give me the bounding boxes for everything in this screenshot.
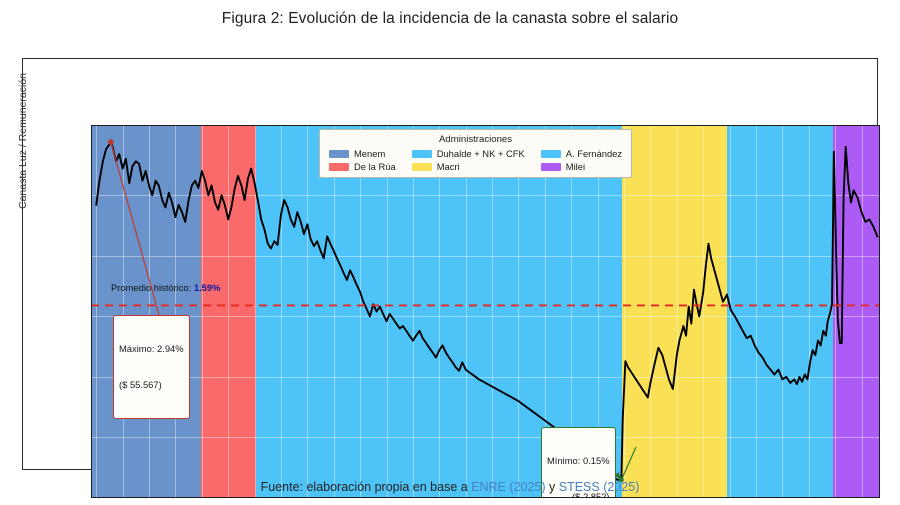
legend-title: Administraciones — [439, 134, 513, 145]
legend-swatch-icon — [540, 149, 561, 158]
gridline-vertical — [280, 125, 282, 498]
legend-swatch-icon — [329, 149, 349, 158]
gridline-vertical — [386, 125, 388, 498]
legend-items: Menem Duhalde + NK + CFK A. Fernández De la… — [329, 148, 622, 172]
gridline-vertical — [861, 125, 863, 498]
gridline-horizontal — [91, 255, 880, 257]
gridline-vertical — [360, 125, 362, 498]
annotation-minimum: Mínimo: 0.15% ($ 2.852) — [541, 427, 616, 498]
average-label-value: 1.59% — [193, 282, 221, 293]
legend-label: Milei — [565, 161, 586, 172]
annotation-minimum-line1: Mínimo: 0.15% — [547, 455, 610, 467]
series-line — [95, 141, 879, 481]
figure-source: Fuente: elaboración propia en base a ENR… — [0, 480, 900, 494]
source-year-stess: (2025) — [603, 480, 640, 494]
legend-item-duhalde-nk-cfk[interactable]: Duhalde + NK + CFK — [411, 148, 525, 159]
y-axis-label: Canasta Luz / Remuneración — [17, 73, 29, 209]
gridline-vertical — [518, 125, 520, 498]
legend-label: A. Fernández — [565, 148, 623, 159]
source-link-stess[interactable]: STESS — [558, 480, 600, 494]
band-a-fern-ndez — [727, 125, 834, 498]
legend-label: Macri — [436, 161, 460, 172]
gridline-vertical — [175, 125, 177, 498]
gridline-vertical — [597, 125, 599, 498]
legend-label: De la Rúa — [354, 161, 396, 172]
gridline-vertical — [729, 125, 731, 498]
legend-item-macri[interactable]: Macri — [411, 161, 525, 172]
gridline-vertical — [149, 125, 151, 498]
source-year-enre: (2025) — [509, 480, 546, 494]
gridline-horizontal — [91, 195, 880, 197]
gridline-vertical — [544, 125, 546, 498]
gridline-vertical — [254, 125, 256, 498]
legend-swatch-icon — [540, 162, 561, 171]
maximum-leader-line — [110, 141, 160, 316]
legend-label: Duhalde + NK + CFK — [436, 148, 525, 159]
band-macri — [621, 125, 728, 498]
gridline-vertical — [676, 125, 678, 498]
legend-swatch-icon — [411, 162, 432, 171]
legend-swatch-icon — [329, 162, 349, 171]
legend-swatch-icon — [411, 149, 432, 158]
gridline-vertical — [439, 125, 441, 498]
legend-item-a-fern-ndez[interactable]: A. Fernández — [540, 148, 623, 159]
band-milei — [833, 125, 880, 498]
series-layer — [91, 139, 880, 483]
maximum-marker — [107, 139, 114, 145]
annotation-maximum: Máximo: 2.94% ($ 55.567) — [113, 315, 190, 420]
gridline-horizontal — [91, 316, 880, 318]
minimum-arrowhead — [614, 471, 622, 480]
gridline-vertical — [571, 125, 573, 498]
gridline-vertical — [808, 125, 810, 498]
plot-area: Promedio histórico: 1.59% Máximo: 2.94% … — [91, 125, 880, 498]
gridline-vertical — [96, 125, 98, 498]
annotation-maximum-line2: ($ 55.567) — [119, 379, 162, 391]
gridline-horizontal — [91, 437, 880, 439]
gridline-horizontal — [91, 376, 880, 378]
source-prefix: Fuente: elaboración propia en base a — [260, 480, 472, 494]
band-menem — [91, 125, 201, 498]
legend-item-de-la-r-a[interactable]: De la Rúa — [329, 161, 396, 172]
gridline-vertical — [201, 125, 203, 498]
gridline-vertical — [624, 125, 626, 498]
average-label-prefix: Promedio histórico: — [111, 282, 194, 293]
source-join: y — [545, 480, 559, 494]
gridline-vertical — [650, 125, 652, 498]
gridline-vertical — [703, 125, 705, 498]
gridline-vertical — [122, 125, 124, 498]
legend-label: Menem — [354, 148, 386, 159]
gridline-vertical — [835, 125, 837, 498]
gridline-vertical — [465, 125, 467, 498]
annotation-minimum-line2: ($ 2.852) — [572, 491, 610, 498]
legend-item-menem[interactable]: Menem — [329, 148, 396, 159]
gridline-vertical — [755, 125, 757, 498]
gridline-vertical — [307, 125, 309, 498]
gridline-vertical — [228, 125, 230, 498]
legend: Administraciones Menem Duhalde + NK + CFK… — [319, 129, 633, 178]
figure-title: Figura 2: Evolución de la incidencia de … — [221, 10, 679, 27]
annotation-maximum-line1: Máximo: 2.94% — [119, 343, 184, 355]
gridline-vertical — [412, 125, 414, 498]
source-link-enre[interactable]: ENRE — [471, 480, 506, 494]
legend-item-milei[interactable]: Milei — [540, 161, 622, 172]
gridline-vertical — [782, 125, 784, 498]
gridline-vertical — [492, 125, 494, 498]
minimum-leader-line — [620, 446, 637, 481]
gridline-vertical — [333, 125, 335, 498]
figure-frame: Canasta Luz / Remuneración Promedio hist… — [17, 58, 880, 498]
average-line-label: Promedio histórico: 1.59% — [111, 282, 220, 293]
